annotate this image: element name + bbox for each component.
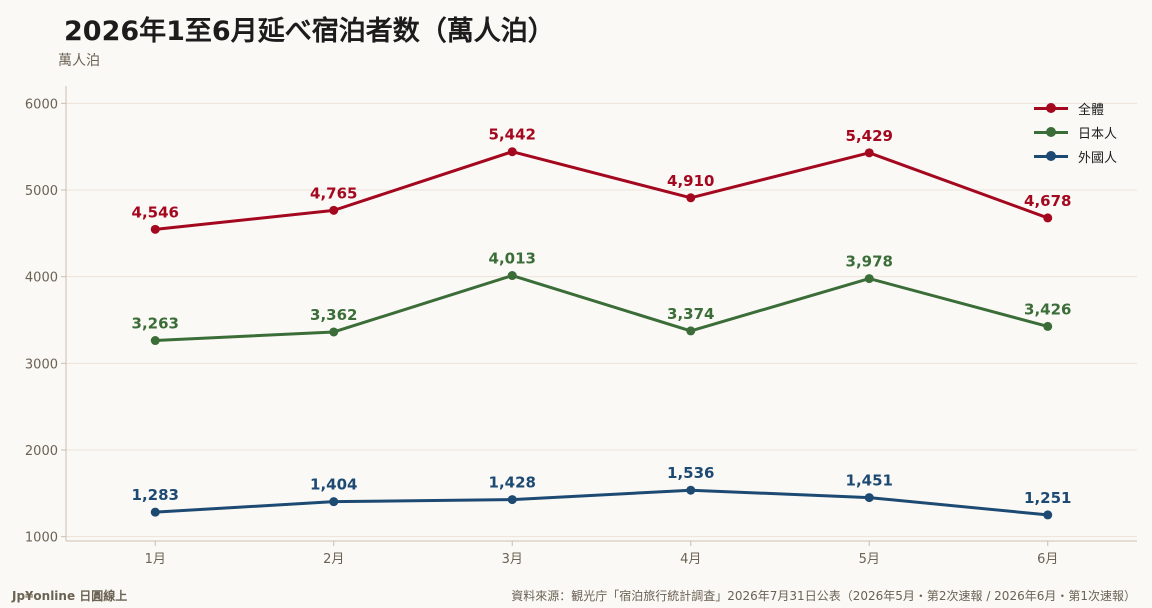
data-label-japanese-4: 3,374	[667, 305, 714, 323]
data-label-foreign-5: 1,451	[846, 472, 893, 490]
data-label-japanese-5: 3,978	[846, 253, 893, 271]
data-label-japanese-3: 4,013	[489, 250, 536, 268]
source-note: 資料來源：観光庁「宿泊旅行統計調査」2026年7月31日公表（2026年5月・第…	[511, 589, 1136, 603]
point-total-4	[686, 193, 696, 203]
data-label-total-4: 4,910	[667, 172, 714, 190]
data-label-total-1: 4,546	[132, 203, 179, 221]
point-foreign-2	[329, 497, 339, 507]
y-tick-label-2000: 2000	[25, 444, 58, 459]
point-total-6	[1043, 213, 1053, 223]
data-label-japanese-2: 3,362	[310, 306, 357, 324]
y-tick-label-5000: 5000	[25, 184, 58, 199]
data-label-total-2: 4,765	[310, 184, 357, 202]
series-line-total	[153, 150, 1050, 231]
legend-swatch-foreign	[1034, 151, 1068, 161]
point-total-2	[329, 205, 339, 215]
brand-footer: Jp¥online 日圓線上	[12, 589, 128, 603]
data-label-total-6: 4,678	[1024, 192, 1071, 210]
point-japanese-5	[864, 274, 874, 284]
x-tick-label-1: 1月	[145, 552, 166, 567]
point-japanese-3	[507, 271, 517, 281]
point-japanese-1	[150, 336, 160, 346]
chart-legend: 全體 日本人 外國人	[1034, 96, 1117, 168]
y-tick-label-6000: 6000	[25, 97, 58, 112]
point-japanese-2	[329, 327, 339, 337]
legend-entry-foreign: 外國人	[1034, 144, 1117, 168]
legend-label-total: 全體	[1078, 102, 1105, 118]
y-tick-label-4000: 4000	[25, 271, 58, 286]
legend-swatch-total	[1034, 103, 1068, 113]
x-tick-label-6: 6月	[1037, 552, 1058, 567]
point-total-5	[864, 148, 874, 158]
data-label-total-3: 5,442	[489, 126, 536, 144]
x-tick-label-5: 5月	[859, 552, 880, 567]
x-tick-label-2: 2月	[323, 552, 344, 567]
series-line-japanese	[153, 274, 1050, 343]
data-label-foreign-4: 1,536	[667, 464, 714, 482]
data-label-foreign-6: 1,251	[1024, 489, 1071, 507]
y-tick-label-3000: 3000	[25, 357, 58, 372]
chart-title: 2026年1至6月延べ宿泊者数（萬人泊）	[64, 16, 555, 47]
point-total-3	[507, 147, 517, 157]
point-japanese-6	[1043, 321, 1053, 331]
point-foreign-4	[686, 485, 696, 495]
data-label-japanese-6: 3,426	[1024, 300, 1071, 318]
point-foreign-5	[864, 493, 874, 503]
data-label-foreign-2: 1,404	[310, 476, 357, 494]
point-foreign-1	[150, 507, 160, 517]
x-tick-label-3: 3月	[502, 552, 523, 567]
legend-label-japanese: 日本人	[1078, 126, 1118, 142]
point-foreign-6	[1043, 510, 1053, 520]
series-line-foreign	[153, 488, 1050, 517]
legend-swatch-japanese	[1034, 127, 1068, 137]
legend-label-foreign: 外國人	[1078, 150, 1118, 166]
data-label-total-5: 5,429	[846, 127, 893, 145]
y-tick-label-1000: 1000	[25, 531, 58, 546]
point-japanese-4	[686, 326, 696, 336]
point-total-1	[150, 224, 160, 234]
y-unit-label: 萬人泊	[58, 53, 100, 69]
data-label-foreign-1: 1,283	[132, 486, 179, 504]
x-tick-label-4: 4月	[680, 552, 701, 567]
legend-entry-japanese: 日本人	[1034, 120, 1117, 144]
legend-entry-total: 全體	[1034, 96, 1117, 120]
data-label-foreign-3: 1,428	[489, 474, 536, 492]
data-label-japanese-1: 3,263	[132, 315, 179, 333]
point-foreign-3	[507, 495, 517, 505]
